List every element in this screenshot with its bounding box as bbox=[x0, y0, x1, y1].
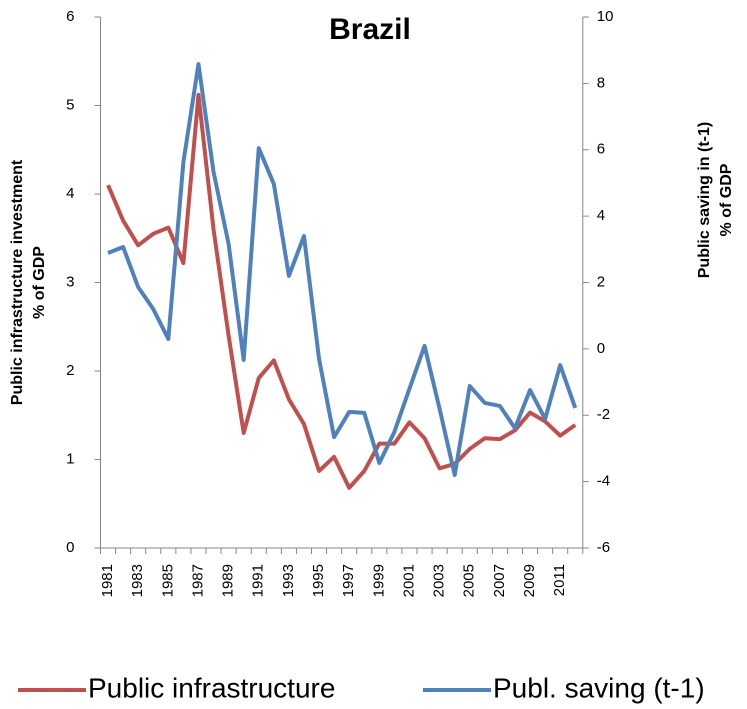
data-line bbox=[106, 92, 577, 490]
x-tick-label: 2001 bbox=[400, 564, 417, 597]
x-tick-label: 1995 bbox=[310, 564, 327, 597]
y2-tick-label: 4 bbox=[597, 207, 605, 224]
y2-tick-label: 0 bbox=[597, 340, 605, 357]
data-line bbox=[107, 62, 578, 477]
x-tick-label: 1987 bbox=[189, 564, 206, 597]
x-tick-label: 2003 bbox=[431, 564, 448, 597]
x-tick-label: 1981 bbox=[99, 564, 116, 597]
x-tick-label: 1993 bbox=[280, 564, 297, 597]
x-tick-label: 2007 bbox=[491, 564, 508, 597]
y2-tick-label: 8 bbox=[597, 74, 605, 91]
x-tick-label: 2005 bbox=[461, 564, 478, 597]
y-tick-label: 3 bbox=[66, 273, 74, 290]
x-tick-label: 1983 bbox=[129, 564, 146, 597]
x-tick-label: 2011 bbox=[551, 564, 568, 596]
legend-label: Publ. saving (t-1) bbox=[493, 672, 705, 703]
x-tick-label: 1997 bbox=[340, 564, 357, 597]
y-tick-label: 2 bbox=[66, 362, 74, 379]
x-tick-label: 1985 bbox=[159, 564, 176, 597]
y-tick-label: 4 bbox=[66, 185, 74, 202]
chart-title: Brazil bbox=[329, 13, 411, 46]
y-tick-label: 1 bbox=[66, 450, 74, 467]
y2-tick-label: 10 bbox=[597, 8, 614, 25]
y2-axis-label: % of GDP bbox=[718, 163, 735, 236]
y-axis-label: % of GDP bbox=[31, 246, 48, 319]
x-tick-label: 1989 bbox=[220, 564, 237, 597]
y-tick-label: 6 bbox=[66, 8, 74, 25]
y2-tick-label: -4 bbox=[597, 473, 610, 490]
y2-tick-label: -2 bbox=[597, 406, 610, 423]
x-tick-label: 1991 bbox=[250, 564, 267, 597]
y2-tick-label: -6 bbox=[597, 539, 610, 556]
y2-tick-label: 6 bbox=[597, 141, 605, 158]
x-tick-label: 1999 bbox=[370, 564, 387, 597]
y-axis-label: Public infrastructure investment bbox=[9, 159, 26, 405]
y2-axis-label: Public saving in (t-1) bbox=[696, 122, 713, 278]
legend-label: Public infrastructure bbox=[88, 672, 335, 703]
y-tick-label: 0 bbox=[66, 539, 74, 556]
y-tick-label: 5 bbox=[66, 96, 74, 113]
y2-tick-label: 2 bbox=[597, 273, 605, 290]
x-tick-label: 2009 bbox=[521, 564, 538, 597]
